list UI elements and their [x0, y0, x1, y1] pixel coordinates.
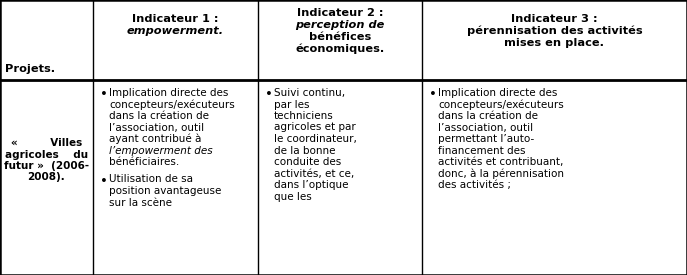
- Text: Utilisation de sa: Utilisation de sa: [109, 175, 193, 185]
- Text: agricoles    du: agricoles du: [5, 150, 88, 160]
- Text: dans l’optique: dans l’optique: [274, 180, 348, 190]
- Text: mises en place.: mises en place.: [504, 38, 605, 48]
- Text: perception de: perception de: [295, 20, 385, 30]
- Text: activités et contribuant,: activités et contribuant,: [438, 157, 563, 167]
- Text: de la bonne: de la bonne: [274, 145, 335, 155]
- Text: futur »  (2006-: futur » (2006-: [4, 161, 89, 171]
- Text: techniciens: techniciens: [274, 111, 334, 121]
- Text: concepteurs/exécuteurs: concepteurs/exécuteurs: [438, 100, 564, 110]
- Text: conduite des: conduite des: [274, 157, 341, 167]
- Text: dans la création de: dans la création de: [109, 111, 209, 121]
- Text: que les: que les: [274, 191, 312, 202]
- Text: l’association, outil: l’association, outil: [438, 122, 533, 133]
- Text: donc, à la pérennisation: donc, à la pérennisation: [438, 169, 564, 179]
- Text: Implication directe des: Implication directe des: [438, 88, 557, 98]
- Text: économiques.: économiques.: [295, 44, 385, 54]
- Text: activités, et ce,: activités, et ce,: [274, 169, 354, 178]
- Text: Suivi continu,: Suivi continu,: [274, 88, 345, 98]
- Text: financement des: financement des: [438, 145, 526, 155]
- Text: •: •: [265, 88, 273, 101]
- Text: Projets.: Projets.: [5, 64, 55, 74]
- Text: Indicateur 3 :: Indicateur 3 :: [511, 14, 598, 24]
- Text: agricoles et par: agricoles et par: [274, 122, 356, 133]
- Text: l’association, outil: l’association, outil: [109, 122, 204, 133]
- Text: Indicateur 2 :: Indicateur 2 :: [297, 8, 383, 18]
- Text: «         Villes: « Villes: [11, 138, 82, 148]
- Text: pérennisation des activités: pérennisation des activités: [466, 26, 642, 37]
- Text: •: •: [100, 175, 108, 188]
- Text: par les: par les: [274, 100, 310, 109]
- Text: •: •: [429, 88, 437, 101]
- Text: bénéfices: bénéfices: [309, 32, 371, 42]
- Text: empowerment.: empowerment.: [127, 26, 224, 36]
- Text: •: •: [100, 88, 108, 101]
- Text: dans la création de: dans la création de: [438, 111, 538, 121]
- Text: ayant contribué à: ayant contribué à: [109, 134, 201, 144]
- Text: sur la scène: sur la scène: [109, 197, 172, 208]
- Text: position avantageuse: position avantageuse: [109, 186, 221, 196]
- Text: 2008).: 2008).: [27, 172, 65, 183]
- Text: Implication directe des: Implication directe des: [109, 88, 228, 98]
- Text: l’empowerment des: l’empowerment des: [109, 145, 212, 155]
- Text: le coordinateur,: le coordinateur,: [274, 134, 357, 144]
- Text: des activités ;: des activités ;: [438, 180, 511, 190]
- Text: concepteurs/exécuteurs: concepteurs/exécuteurs: [109, 100, 235, 110]
- Text: bénéficiaires.: bénéficiaires.: [109, 157, 179, 167]
- Text: Indicateur 1 :: Indicateur 1 :: [133, 14, 218, 24]
- Text: permettant l’auto-: permettant l’auto-: [438, 134, 534, 144]
